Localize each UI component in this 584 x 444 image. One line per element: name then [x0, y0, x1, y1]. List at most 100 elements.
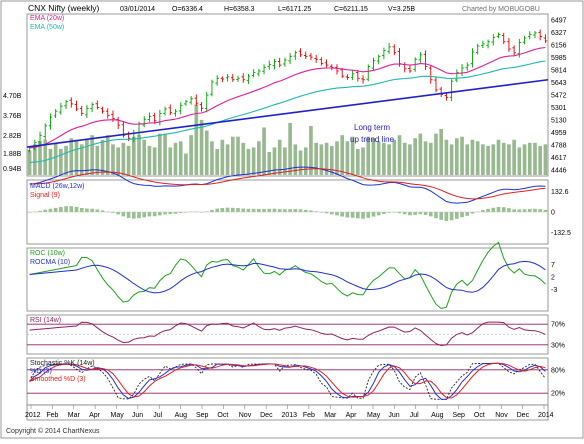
- volume-bar: [100, 139, 105, 175]
- macd-histogram-bar: [204, 211, 209, 212]
- volume-bar: [340, 135, 345, 175]
- volume-bar: [356, 148, 360, 175]
- volume-bar: [517, 147, 522, 175]
- volume-bar: [298, 150, 303, 175]
- macd-histogram-bar: [517, 209, 522, 212]
- legend-macd: MACD (26w,12w): [30, 183, 84, 190]
- macd-histogram-bar: [126, 212, 131, 218]
- macd-histogram-bar: [428, 212, 433, 217]
- macd-histogram-bar: [486, 208, 490, 212]
- volume-bar: [178, 141, 183, 175]
- price-tick-label: 6497: [551, 18, 567, 25]
- macd-histogram-bar: [527, 208, 532, 212]
- volume-bar: [116, 147, 120, 175]
- macd-histogram-bar: [283, 209, 287, 212]
- macd-histogram-bar: [121, 212, 126, 217]
- macd-histogram-bar: [79, 207, 84, 212]
- macd-histogram-bar: [272, 208, 277, 212]
- volume-bar: [481, 144, 485, 175]
- macd-histogram-bar: [111, 212, 115, 213]
- macd-histogram-bar: [460, 212, 464, 218]
- copyright: Copyright © 2014 ChartNexus: [6, 427, 100, 435]
- macd-histogram-bar: [38, 210, 42, 212]
- volume-bar: [184, 153, 188, 175]
- rsi-panel: 70% 30%: [26, 314, 565, 355]
- legend-ema20: EMA (20w): [30, 15, 64, 22]
- volume-bar: [220, 139, 225, 175]
- header-low: L=6171.25: [278, 6, 311, 13]
- volume-bar: [251, 147, 256, 175]
- volume-bar: [105, 135, 110, 175]
- price-tick-label: 4788: [551, 142, 567, 149]
- macd-histogram-bar: [496, 206, 501, 212]
- macd-histogram-bar: [152, 212, 157, 217]
- volume-bar: [262, 127, 266, 175]
- macd-histogram-bar: [241, 208, 246, 212]
- volume-bar: [90, 135, 94, 175]
- x-tick-label: Feb: [46, 412, 58, 419]
- macd-histogram-bar: [257, 208, 261, 212]
- volume-bar: [444, 139, 449, 175]
- macd-histogram-bar: [95, 209, 100, 212]
- volume-bar: [319, 144, 324, 175]
- volume-bar: [392, 139, 397, 175]
- ema50-line: [29, 60, 546, 163]
- macd-histogram-bar: [387, 212, 391, 213]
- macd-histogram-bar: [293, 209, 298, 212]
- macd-histogram-bar: [512, 209, 516, 212]
- volume-bar: [152, 147, 157, 175]
- volume-bar: [538, 145, 543, 175]
- trend-line: [26, 78, 549, 148]
- volume-tick-label: 3.76B: [3, 113, 22, 120]
- macd-histogram-bar: [366, 212, 371, 218]
- tick-label: 7: [551, 262, 555, 269]
- x-tick-label: Dec: [517, 412, 530, 419]
- volume-bar: [491, 144, 496, 175]
- price-tick-label: 4617: [551, 155, 567, 162]
- macd-histogram-bar: [53, 207, 58, 212]
- macd-histogram-bar: [43, 209, 48, 212]
- volume-bar: [335, 141, 339, 175]
- macd-histogram-bar: [361, 212, 365, 219]
- macd-histogram-bar: [69, 206, 74, 212]
- volume-bar: [277, 139, 282, 175]
- volume-bar: [507, 144, 511, 175]
- header-date: 03/01/2014: [120, 6, 155, 13]
- price-panel-frame: [26, 13, 549, 177]
- volume-bar: [283, 147, 287, 175]
- macd-histogram-bar: [408, 212, 412, 216]
- tick-label: -3: [551, 287, 557, 294]
- macd-histogram-bar: [137, 212, 141, 219]
- volume-bar: [85, 139, 89, 175]
- volume-bar: [121, 142, 126, 175]
- macd-histogram-bar: [314, 211, 318, 212]
- x-tick-label: Apr: [346, 412, 358, 419]
- price-tick-label: 5472: [551, 92, 567, 99]
- macd-histogram-bar: [491, 207, 496, 212]
- volume-bar: [272, 147, 277, 175]
- signal-line: [29, 168, 546, 200]
- price-panel: 6497 6327 6156 5985 5814 5643 5472 5301 5130 4959…: [3, 13, 567, 177]
- header-open: O=6336.4: [172, 6, 203, 13]
- volume-bar: [387, 144, 391, 175]
- volume-bar: [434, 133, 438, 175]
- volume-bar: [158, 133, 162, 175]
- price-tick-label: 6327: [551, 30, 567, 37]
- tick-label: 30%: [551, 342, 565, 349]
- macd-histogram-bar: [470, 212, 475, 214]
- x-tick-label: Aug: [175, 412, 188, 419]
- macd-histogram-bar: [100, 210, 105, 212]
- volume-bar: [465, 144, 470, 175]
- x-tick-label: 2013: [282, 412, 298, 419]
- x-tick-label: May: [111, 412, 125, 419]
- volume-bar: [131, 136, 136, 175]
- volume-bar: [533, 142, 537, 175]
- volume-bar: [48, 148, 53, 175]
- macd-histogram-bar: [277, 209, 282, 212]
- macd-histogram-bar: [163, 212, 167, 215]
- x-tick-label: Nov: [239, 412, 252, 419]
- stoch-k-line: [29, 362, 546, 400]
- macd-histogram-bar: [210, 209, 214, 212]
- macd-histogram-bar: [116, 212, 120, 215]
